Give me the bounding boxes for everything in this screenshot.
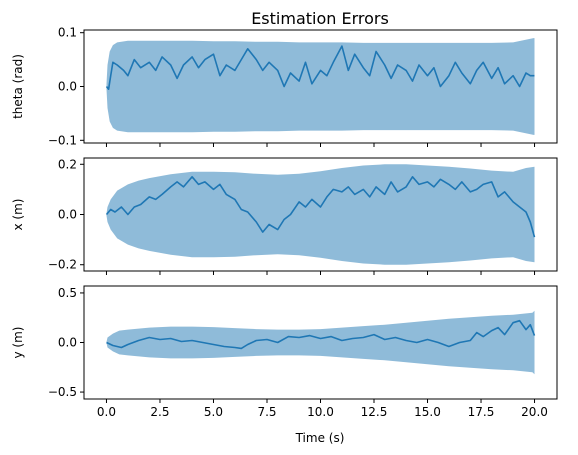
- error-series-line-1: [105, 176, 536, 238]
- x-tick-label-7: 17.5: [468, 405, 495, 419]
- uncertainty-band-2: [106, 310, 535, 375]
- chart-title: Estimation Errors: [251, 9, 389, 28]
- y-axis-label-2: y (m): [11, 327, 25, 359]
- y-tick-label-1-1: 0.0: [58, 208, 77, 222]
- y-tick-label-2-2: 0.5: [58, 286, 77, 300]
- x-tick-label-6: 15.0: [414, 405, 441, 419]
- error-series-line-2: [106, 319, 536, 350]
- y-tick-label-2-1: 0.0: [58, 336, 77, 350]
- error-series-line-0: [105, 45, 535, 90]
- x-tick-label-4: 10.0: [307, 405, 334, 419]
- uncertainty-band-0: [106, 38, 535, 135]
- y-axis-label-0: theta (rad): [11, 54, 25, 119]
- x-tick-label-8: 20.0: [521, 405, 548, 419]
- y-tick-label-1-2: 0.2: [58, 157, 77, 171]
- x-tick-label-3: 7.5: [257, 405, 276, 419]
- y-tick-label-0-0: −0.1: [48, 133, 77, 147]
- y-axis-label-1: x (m): [11, 199, 25, 231]
- subplot-theta: −0.1 0.0 0.1 theta (rad): [11, 26, 558, 147]
- subplot-y: −0.5 0.0 0.5 0.0 2.5 5.0 7.5 10.0 12.5 15.0 17.5 20…: [11, 285, 558, 419]
- y-tick-label-0-2: 0.1: [58, 26, 77, 40]
- y-tick-label-2-0: −0.5: [48, 385, 77, 399]
- x-axis-label: Time (s): [295, 431, 345, 445]
- x-tick-label-1: 2.5: [150, 405, 169, 419]
- subplot-x: −0.2 0.0 0.2 x (m): [11, 157, 558, 275]
- y-tick-label-1-0: −0.2: [48, 258, 77, 272]
- y-tick-label-0-1: 0.0: [58, 80, 77, 94]
- x-tick-label-2: 5.0: [204, 405, 223, 419]
- uncertainty-band-1: [106, 164, 535, 265]
- x-tick-label-0: 0.0: [97, 405, 116, 419]
- x-tick-label-5: 12.5: [361, 405, 388, 419]
